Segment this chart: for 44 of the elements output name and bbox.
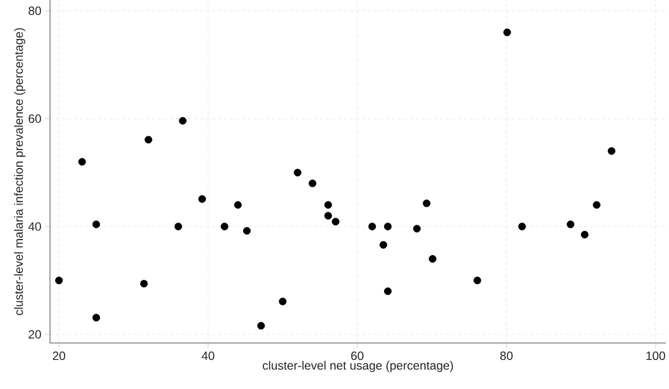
point — [368, 222, 376, 230]
point — [384, 287, 392, 296]
point — [234, 201, 242, 209]
point — [294, 168, 302, 176]
point — [257, 322, 265, 330]
point — [243, 227, 251, 235]
x-tick-label: 40 — [202, 352, 214, 360]
point — [178, 117, 187, 125]
point — [428, 255, 436, 263]
x-tick-label: 60 — [351, 352, 364, 360]
point — [518, 222, 526, 230]
point — [308, 180, 316, 188]
point — [324, 201, 332, 209]
point — [55, 276, 63, 284]
point — [413, 224, 421, 232]
point — [78, 158, 86, 166]
x-tick-label: 20 — [52, 352, 66, 360]
y-tick-label: 60 — [28, 114, 42, 123]
point — [92, 314, 100, 322]
y-axis-title: cluster-level malaria infection prevalence (percentage) — [14, 28, 26, 316]
point — [144, 136, 152, 144]
point — [566, 220, 574, 228]
y-tick-label: 40 — [28, 222, 42, 231]
point — [503, 28, 511, 36]
point — [92, 220, 100, 228]
point — [384, 222, 392, 230]
point — [174, 222, 182, 230]
y-tick-label: 80 — [28, 6, 42, 16]
point — [380, 241, 388, 249]
point — [198, 195, 206, 203]
point — [608, 147, 616, 155]
point — [332, 218, 340, 226]
point — [422, 200, 430, 208]
point — [278, 298, 286, 306]
x-axis-title: cluster-level net usage (percentage) — [262, 360, 453, 372]
point — [592, 201, 600, 209]
point — [324, 212, 332, 220]
point — [220, 222, 228, 230]
point — [140, 280, 148, 288]
point — [580, 230, 589, 238]
point — [474, 276, 482, 284]
x-tick-label: 80 — [500, 352, 513, 360]
x-tick-label: 100 — [646, 352, 666, 360]
y-tick-label: 20 — [28, 330, 42, 339]
